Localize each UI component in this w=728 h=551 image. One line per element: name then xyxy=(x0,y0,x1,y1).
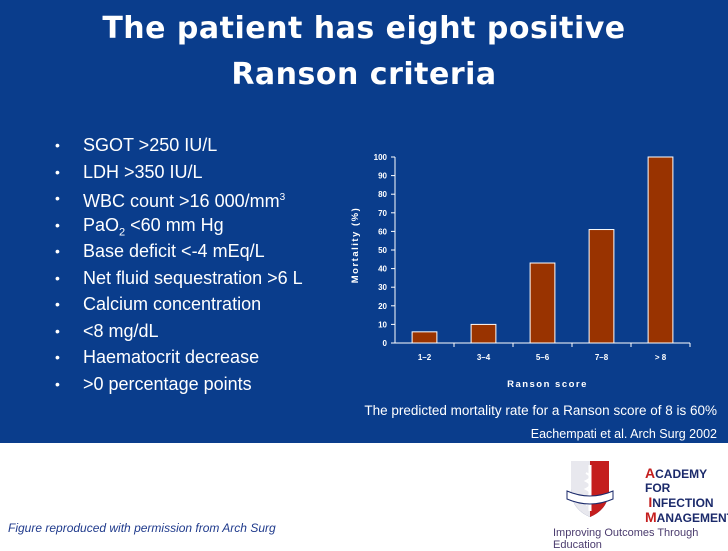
academy-line-3: MANAGEMENT xyxy=(645,509,728,525)
academy-line-2: INFECTION xyxy=(648,494,714,510)
bar xyxy=(588,229,615,344)
chart-caption: The predicted mortality rate for a Ranso… xyxy=(364,403,717,418)
figure-credit: Figure reproduced with permission from A… xyxy=(8,521,276,535)
bar xyxy=(470,323,497,344)
bullet-icon: • xyxy=(55,349,60,365)
list-item: • Calcium concentration xyxy=(55,291,303,318)
title-line-1: The patient has eight positive xyxy=(102,11,626,46)
list-item: • WBC count >16 000/mm3 xyxy=(55,185,303,212)
academy-name: ACADEMY FOR INFECTION MANAGEMENT xyxy=(645,466,728,525)
y-tick-label: 70 xyxy=(378,209,387,218)
y-tick-label: 80 xyxy=(378,190,387,199)
bullet-icon: • xyxy=(55,190,60,206)
list-item: • SGOT >250 IU/L xyxy=(55,132,303,159)
x-tick-label: 5–6 xyxy=(536,353,550,362)
slide-background xyxy=(0,0,728,443)
list-item: • >0 percentage points xyxy=(55,371,303,398)
y-tick-label: 10 xyxy=(378,320,387,329)
academy-shield-logo-icon xyxy=(566,461,614,517)
bar xyxy=(529,262,556,344)
slide-title: The patient has eight positive Ranson cr… xyxy=(0,6,728,98)
bullet-icon: • xyxy=(55,269,60,286)
x-tick-label: 3–4 xyxy=(477,353,491,362)
x-tick-label: 7–8 xyxy=(595,353,609,362)
bar xyxy=(411,331,438,344)
bullet-icon: • xyxy=(55,296,60,312)
bullet-icon: • xyxy=(55,322,60,339)
y-tick-label: 0 xyxy=(383,339,388,348)
y-tick-label: 100 xyxy=(374,153,388,162)
y-axis-title: Mortality (%) xyxy=(350,207,361,284)
y-tick-label: 30 xyxy=(378,283,387,292)
y-tick-label: 50 xyxy=(378,246,387,255)
citation: Eachempati et al. Arch Surg 2002 xyxy=(530,427,717,441)
x-tick-label: > 8 xyxy=(655,353,667,362)
list-item: • Net fluid sequestration >6 L xyxy=(55,265,303,292)
ranson-criteria-list: • SGOT >250 IU/L • LDH >350 IU/L • WBC coun… xyxy=(55,132,303,397)
y-tick-label: 40 xyxy=(378,265,387,274)
bullet-icon: • xyxy=(55,375,60,392)
list-item: • Base deficit <-4 mEq/L xyxy=(55,238,303,265)
y-tick-label: 60 xyxy=(378,227,387,236)
bar xyxy=(647,156,674,344)
list-item: • PaO2 <60 mm Hg xyxy=(55,212,303,239)
y-tick-label: 90 xyxy=(378,172,387,181)
list-item: • <8 mg/dL xyxy=(55,318,303,345)
list-item: • LDH >350 IU/L xyxy=(55,159,303,186)
bullet-icon: • xyxy=(55,163,60,180)
bullet-icon: • xyxy=(55,243,60,259)
bullet-icon: • xyxy=(55,137,60,153)
x-tick-label: 1–2 xyxy=(418,353,432,362)
academy-tagline: Improving Outcomes Through Education xyxy=(553,527,699,551)
academy-line-1: ACADEMY FOR xyxy=(645,465,707,495)
bullet-icon: • xyxy=(55,216,60,233)
y-tick-label: 20 xyxy=(378,302,387,311)
title-line-2: Ranson criteria xyxy=(231,57,497,92)
list-item: • Haematocrit decrease xyxy=(55,344,303,371)
x-axis-title: Ranson score xyxy=(507,379,588,390)
mortality-bar-chart: 0 10 20 30 40 50 60 70 80 90 100 1–2 3–4 5–6 7–8 > 8 Ran… xyxy=(350,153,691,390)
